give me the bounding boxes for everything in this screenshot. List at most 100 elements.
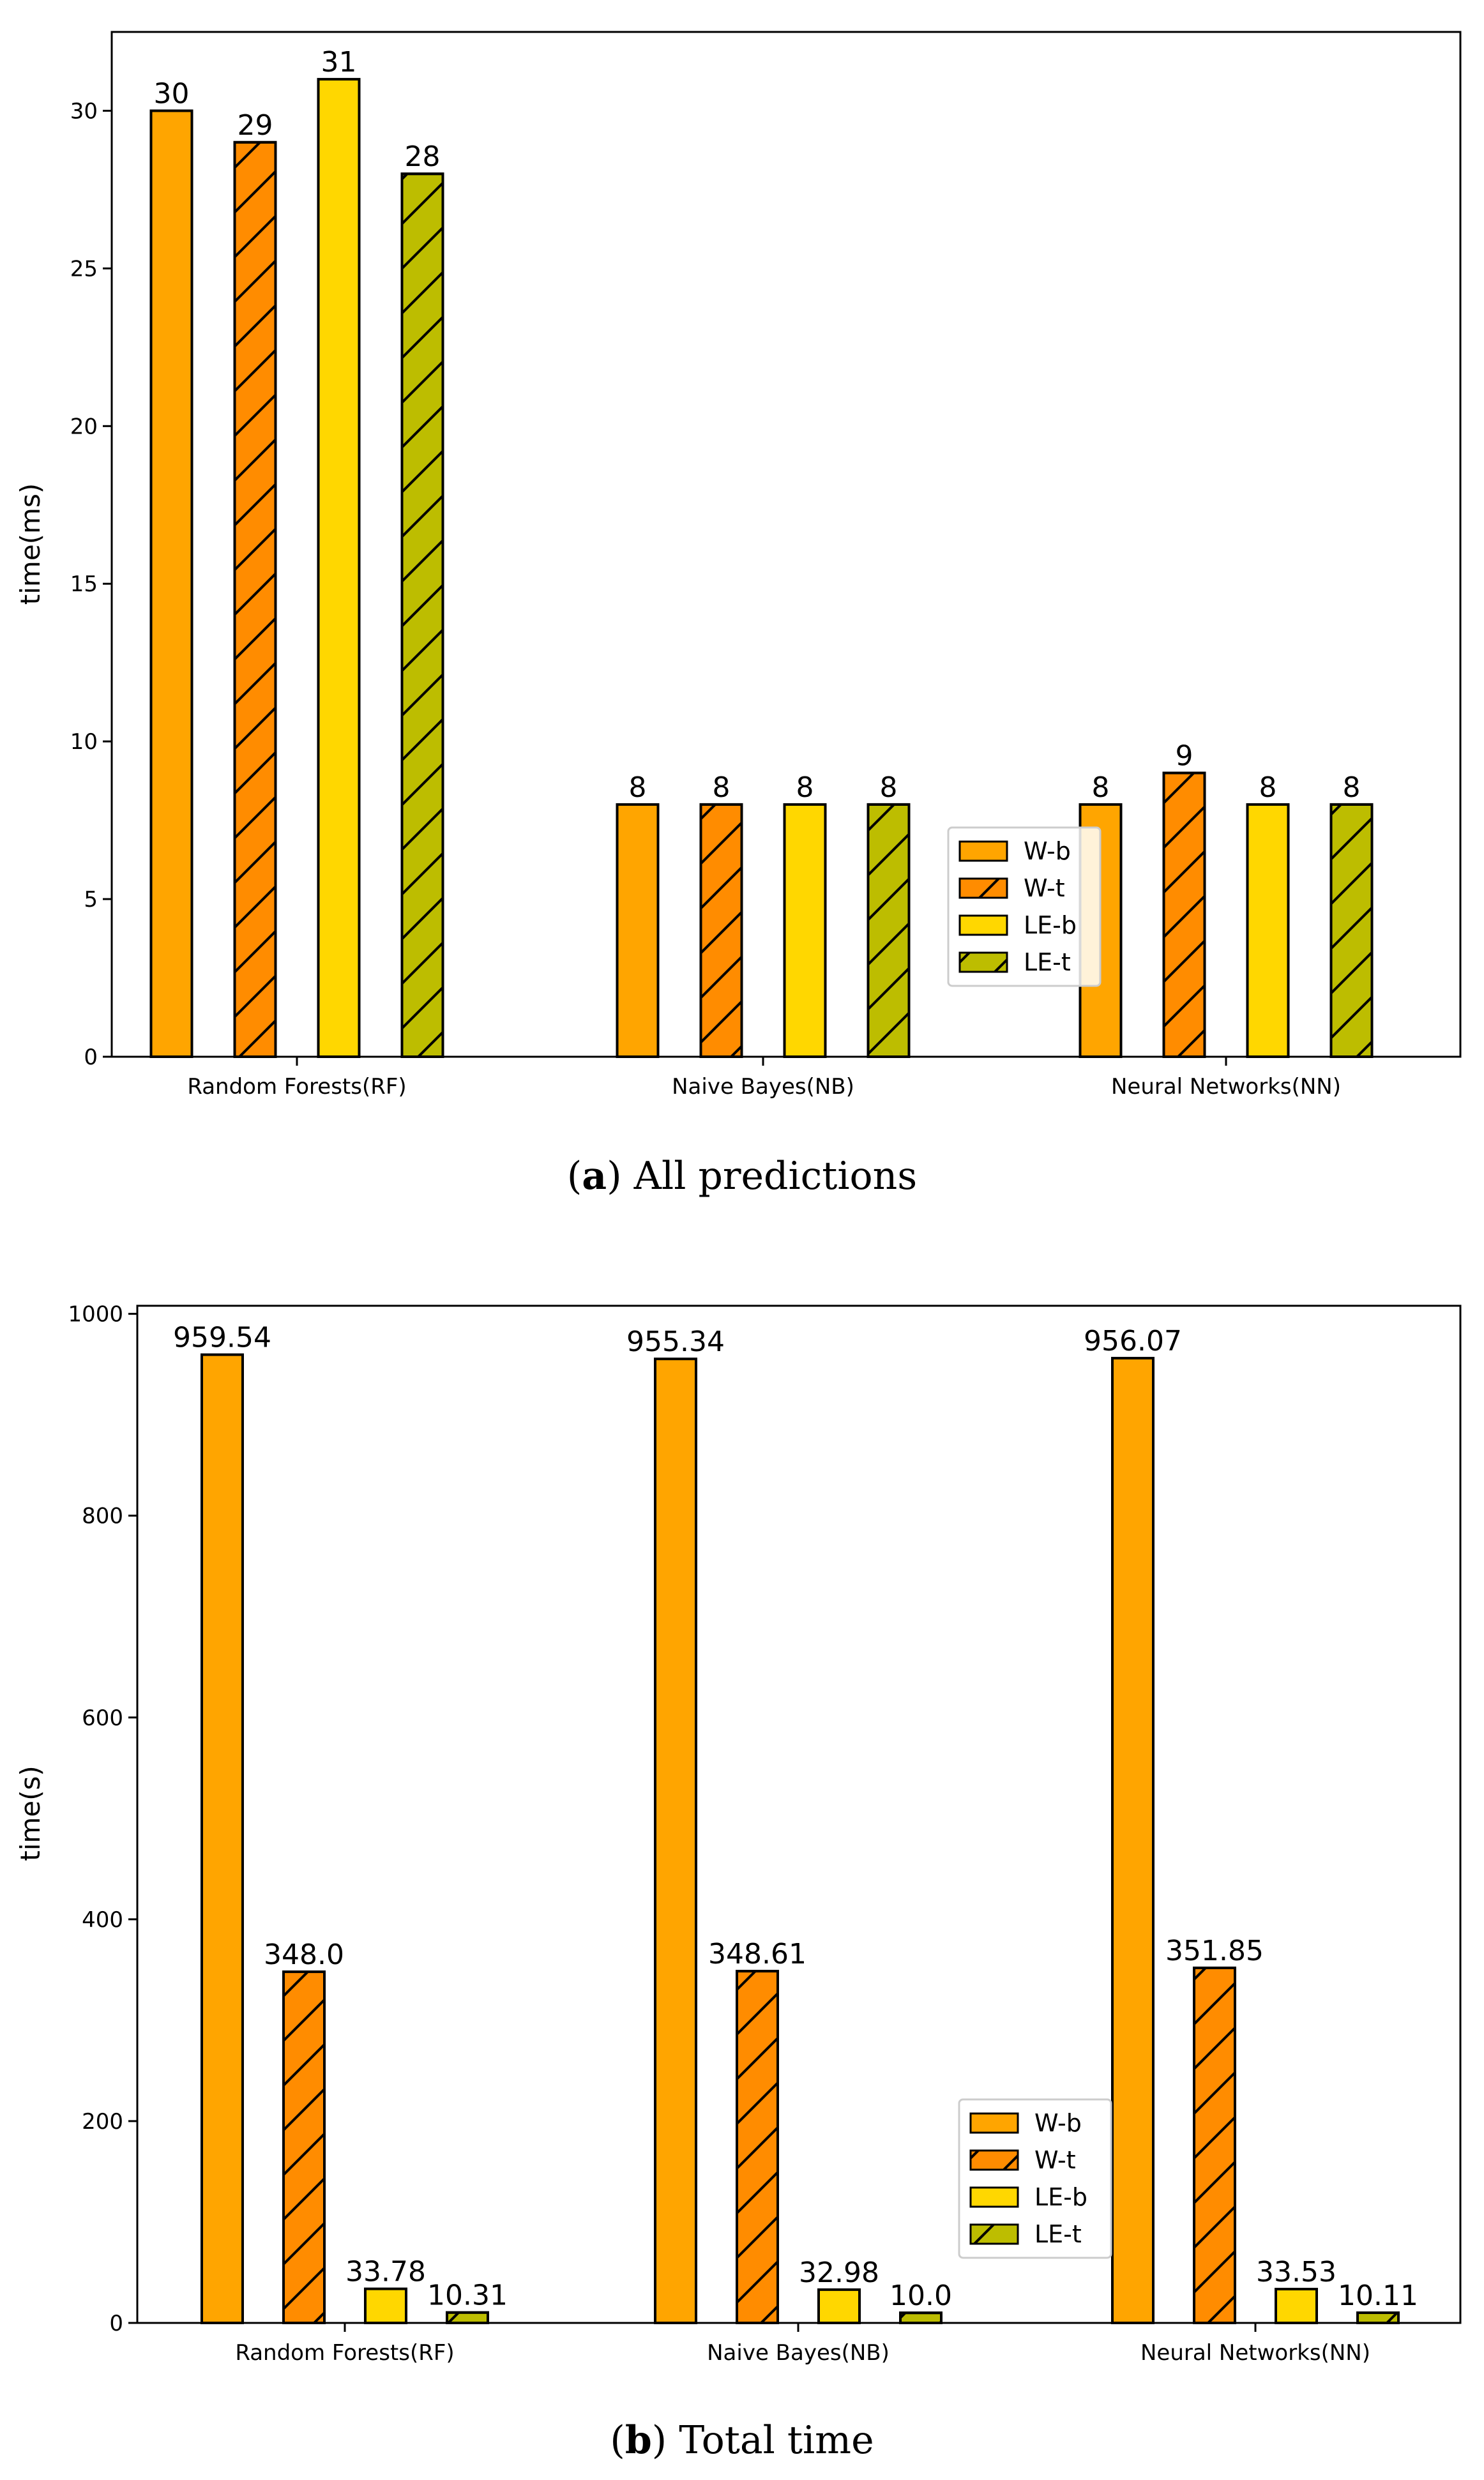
panel-b-data-label-le-b-random-forests-rf: 33.78 (345, 2256, 426, 2288)
panel-a-bar-hatch-w-t-naive-bayes-nb (699, 803, 743, 1059)
panel-a-legend-swatch-hatch-w-t (958, 877, 1008, 899)
panel-b-caption-open-paren: ( (610, 2418, 625, 2463)
panel-a-chart: 30 8 8 29 8 9 31 8 8 28 8 8 0 5 10 15 20 25 30 Random For… (15, 31, 1462, 1198)
panel-b-chart: 959.54 955.34 956.07 348.0 348.61 351.85 33.78… (15, 1302, 1462, 2463)
panel-b-legend-box (958, 2098, 1112, 2259)
panel-a-data-label-w-t-random-forests-rf: 29 (238, 109, 273, 142)
panel-a-data-label-w-b-neural-networks-nn: 8 (1092, 771, 1110, 804)
panel-a-data-label-w-b-random-forests-rf: 30 (154, 77, 190, 110)
panel-a-legend: W-b W-t LE-b LE-t (947, 826, 1102, 987)
panel-a-plot-frame (110, 31, 1462, 1058)
panel-a-bar-le-b-neural-networks-nn (1246, 803, 1290, 1059)
panel-b-y-tick-label: 1000 (68, 1302, 123, 1327)
panel-a-y-ticks: 0 5 10 15 20 25 30 (70, 98, 112, 1070)
panel-b-data-label-le-t-naive-bayes-nb: 10.0 (890, 2280, 952, 2312)
panel-b-y-tick-label: 600 (82, 1705, 123, 1731)
panel-b-x-ticks: Random Forests(RF) Naive Bayes(NB) Neural … (235, 2323, 1370, 2366)
panel-a-bar-hatch-le-t-naive-bayes-nb (867, 803, 911, 1059)
panel-b-data-label-le-t-neural-networks-nn: 10.11 (1338, 2280, 1418, 2312)
panel-a-caption-close-paren: ) (607, 1154, 633, 1198)
panel-b-bar-hatch-le-t-random-forests-rf (446, 2311, 489, 2325)
panel-b-legend-swatch-hatch-le-t (969, 2223, 1019, 2245)
panel-a-data-label-le-b-neural-networks-nn: 8 (1259, 771, 1277, 804)
panel-a-bar-w-b-naive-bayes-nb (616, 803, 660, 1059)
panel-b-bar-le-b-random-forests-rf (364, 2287, 407, 2324)
panel-a-y-tick-label: 0 (84, 1045, 98, 1070)
panel-a-data-label-le-b-random-forests-rf: 31 (321, 46, 357, 79)
panel-b-legend: W-b W-t LE-b LE-t (958, 2098, 1112, 2259)
panel-b-legend-swatch-w-b (969, 2112, 1019, 2134)
panel-b-caption: (b) Total time (610, 2418, 874, 2463)
panel-b-data-label-le-t-random-forests-rf: 10.31 (427, 2280, 508, 2312)
panel-a-bar-hatch-w-t-random-forests-rf (233, 140, 277, 1058)
panel-b-caption-letter: b (625, 2418, 652, 2463)
panel-a-legend-label-w-b: W-b (1024, 837, 1071, 865)
panel-b-bar-w-b-random-forests-rf (201, 1353, 244, 2325)
panel-a-caption-open-paren: ( (567, 1154, 582, 1198)
panel-a-data-label-le-b-naive-bayes-nb: 8 (796, 771, 814, 804)
panel-a-x-tick-label-naive-bayes-nb: Naive Bayes(NB) (672, 1074, 854, 1100)
panel-b-data-label-w-t-naive-bayes-nb: 348.61 (708, 1938, 806, 1970)
panel-a-x-tick-label-neural-networks-nn: Neural Networks(NN) (1111, 1074, 1341, 1100)
panel-a-caption-text: All predictions (633, 1154, 917, 1198)
panel-a-bar-hatch-le-t-random-forests-rf (400, 172, 444, 1059)
panel-a-bar-hatch-le-t-neural-networks-nn (1329, 803, 1374, 1059)
panel-b-legend-label-w-t: W-t (1034, 2146, 1076, 2174)
panel-a-data-labels: 30 8 8 29 8 9 31 8 8 28 8 8 (154, 46, 1361, 804)
panel-a-bar-le-b-naive-bayes-nb (783, 803, 827, 1059)
panel-b-legend-swatch-hatch-w-t (969, 2149, 1019, 2171)
panel-a-data-label-le-t-naive-bayes-nb: 8 (880, 771, 898, 804)
panel-b-bar-w-b-neural-networks-nn (1111, 1357, 1155, 2324)
panel-a-legend-swatch-w-b (958, 840, 1008, 862)
panel-b-y-ticks: 0 200 400 600 800 1000 (68, 1302, 137, 2336)
panel-a-legend-label-w-t: W-t (1024, 874, 1065, 902)
panel-a-bars (149, 78, 1374, 1059)
panel-a-legend-swatch-le-b (958, 914, 1008, 936)
panel-a-caption: (a) All predictions (567, 1154, 917, 1198)
panel-b-data-label-w-b-random-forests-rf: 959.54 (173, 1322, 271, 1354)
panel-b-y-tick-label: 400 (82, 1907, 123, 1933)
panel-b-data-labels: 959.54 955.34 956.07 348.0 348.61 351.85 33.78… (173, 1322, 1418, 2313)
panel-b-y-tick-label: 0 (109, 2311, 123, 2336)
panel-a-y-axis-title: time(ms) (15, 483, 46, 605)
panel-b-bar-le-b-naive-bayes-nb (817, 2288, 861, 2325)
panel-b-caption-close-paren: ) (652, 2418, 679, 2463)
panel-b-legend-swatch-le-b (969, 2186, 1019, 2208)
panel-b-legend-label-le-t: LE-t (1034, 2220, 1082, 2248)
panel-a-data-label-le-t-random-forests-rf: 28 (405, 140, 441, 173)
panel-b-y-axis-title: time(s) (15, 1765, 46, 1861)
panel-b-data-label-w-t-neural-networks-nn: 351.85 (1165, 1935, 1264, 1967)
panel-a-bar-hatch-w-t-neural-networks-nn (1162, 771, 1206, 1058)
panel-a-legend-box (947, 826, 1102, 987)
panel-a-x-tick-label-random-forests-rf: Random Forests(RF) (187, 1074, 406, 1100)
panel-b-bar-le-b-neural-networks-nn (1275, 2288, 1318, 2325)
panel-b-legend-label-w-b: W-b (1034, 2109, 1082, 2137)
panel-a-data-label-w-t-neural-networks-nn: 9 (1176, 740, 1193, 773)
panel-a-y-tick-label: 10 (70, 729, 98, 755)
panel-b-bar-hatch-le-t-neural-networks-nn (1356, 2311, 1400, 2325)
panel-b-data-label-w-t-random-forests-rf: 348.0 (264, 1939, 344, 1971)
panel-b-legend-label-le-b: LE-b (1034, 2183, 1087, 2211)
panel-a-bar-le-b-random-forests-rf (317, 78, 361, 1059)
panel-a-bar-w-b-random-forests-rf (149, 109, 193, 1058)
panel-a-y-tick-label: 15 (70, 571, 98, 597)
panel-a-y-tick-label: 25 (70, 256, 98, 282)
panel-b-x-tick-label-random-forests-rf: Random Forests(RF) (235, 2340, 454, 2366)
panel-b-x-tick-label-neural-networks-nn: Neural Networks(NN) (1140, 2340, 1370, 2366)
panel-b-bar-hatch-w-t-random-forests-rf (282, 1970, 326, 2324)
panel-b-bar-hatch-w-t-neural-networks-nn (1193, 1966, 1236, 2325)
panel-b-data-label-w-b-naive-bayes-nb: 955.34 (626, 1326, 725, 1358)
panel-a-data-label-w-b-naive-bayes-nb: 8 (629, 771, 647, 804)
panel-b-data-label-w-b-neural-networks-nn: 956.07 (1084, 1325, 1182, 1357)
panel-a-y-tick-label: 30 (70, 98, 98, 124)
panel-a-legend-swatch-hatch-le-t (958, 951, 1008, 973)
panel-a-y-tick-label: 20 (70, 414, 98, 439)
panel-b-y-tick-label: 200 (82, 2109, 123, 2135)
panel-b-bar-hatch-w-t-naive-bayes-nb (736, 1970, 779, 2325)
panel-b-bars (201, 1353, 1400, 2325)
panel-a-y-tick-label: 5 (84, 887, 98, 912)
panel-b-plot-frame (136, 1304, 1462, 2324)
panel-a-data-label-le-t-neural-networks-nn: 8 (1343, 771, 1361, 804)
panel-a-x-ticks: Random Forests(RF) Naive Bayes(NB) Neural … (187, 1057, 1341, 1100)
